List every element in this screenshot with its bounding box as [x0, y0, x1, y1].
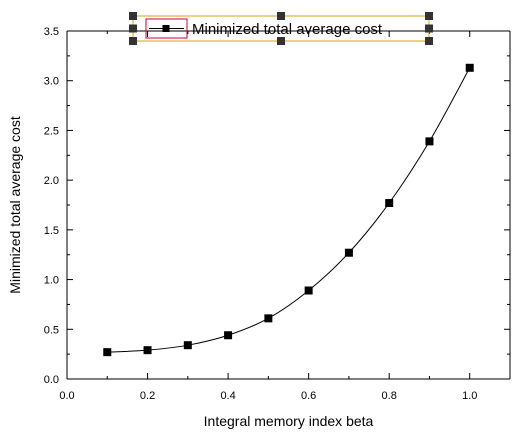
data-point-marker: [103, 348, 112, 357]
legend-selection-handles[interactable]: [129, 12, 433, 45]
y-tick-label: 2.5: [44, 125, 59, 137]
data-point-marker: [465, 63, 474, 72]
y-tick-label: 1.0: [44, 275, 59, 287]
legend-resize-handle[interactable]: [129, 12, 137, 20]
legend-resize-handle[interactable]: [277, 12, 285, 20]
legend[interactable]: Minimized total average cost: [129, 12, 433, 45]
x-tick-label: 0.8: [382, 390, 397, 402]
data-point-marker: [385, 199, 394, 208]
legend-resize-handle[interactable]: [129, 24, 137, 33]
data-point-marker: [143, 346, 152, 355]
data-point-marker: [425, 137, 434, 146]
x-tick-label: 0.0: [59, 390, 74, 402]
y-ticks: 0.0 0.5 1.0 1.5 2.0 2.5 3.0 3.5: [44, 26, 510, 386]
y-tick-label: 1.5: [44, 225, 59, 237]
y-tick-label: 3.5: [44, 26, 59, 38]
y-tick-label: 0.5: [44, 324, 59, 336]
legend-resize-handle[interactable]: [425, 37, 433, 45]
y-axis-title: Minimized total average cost: [7, 116, 23, 294]
x-tick-label: 0.2: [140, 390, 155, 402]
legend-resize-handle[interactable]: [425, 12, 433, 20]
data-point-marker: [264, 314, 273, 323]
legend-resize-handle[interactable]: [129, 37, 137, 45]
legend-label: Minimized total average cost: [192, 21, 383, 38]
x-tick-label: 0.6: [301, 390, 316, 402]
data-point-marker: [224, 331, 233, 340]
data-point-marker: [344, 248, 353, 257]
x-axis-title: Integral memory index beta: [204, 413, 374, 429]
legend-resize-handle[interactable]: [425, 24, 433, 33]
y-tick-label: 3.0: [44, 76, 59, 88]
series-layer: [103, 63, 474, 357]
data-point-marker: [183, 341, 192, 350]
series-line: [107, 67, 471, 353]
x-tick-label: 1.0: [462, 390, 477, 402]
x-ticks: 0.0 0.2 0.4 0.6 0.8 1.0: [59, 31, 511, 402]
data-point-marker: [304, 286, 313, 295]
legend-sample-marker: [162, 25, 170, 32]
legend-resize-handle[interactable]: [277, 37, 285, 45]
y-tick-label: 2.0: [44, 175, 59, 187]
x-tick-label: 0.4: [220, 390, 235, 402]
y-tick-label: 0.0: [44, 374, 59, 386]
legend-sample-frame: [145, 18, 188, 39]
